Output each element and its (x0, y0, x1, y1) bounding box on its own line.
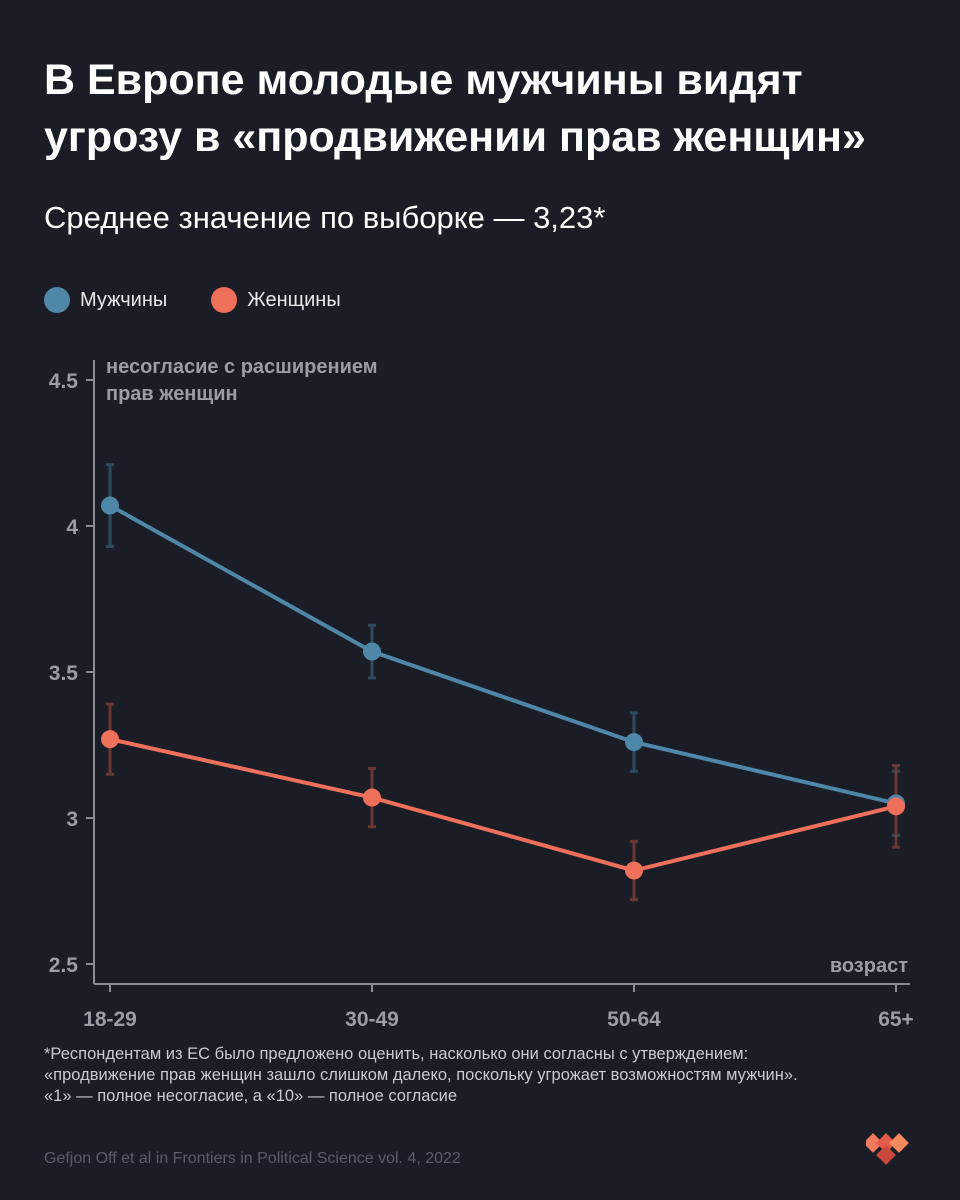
legend-marker-men (44, 287, 70, 313)
data-point-women (625, 861, 643, 880)
chart-axes (93, 360, 910, 985)
chart-subtitle: Среднее значение по выборке — 3,23* (44, 200, 606, 235)
brand-logo-icon (866, 1133, 909, 1165)
legend-item-women: Женщины (211, 287, 341, 313)
data-points (101, 496, 905, 880)
y-tick-label: 4 (66, 516, 78, 539)
x-tick-label: 65+ (878, 1008, 914, 1031)
legend-label-women: Женщины (247, 288, 341, 311)
y-tick-labels: 2.5 3 3.5 4 4.5 (49, 370, 94, 977)
y-tick-label: 3.5 (49, 662, 79, 685)
footnote: *Респондентам из ЕС было предложено оцен… (44, 1045, 798, 1105)
series-line-men (109, 503, 897, 806)
source-note: Gefjon Off et al in Frontiers in Politic… (44, 1150, 461, 1167)
y-tick-label: 4.5 (49, 370, 79, 393)
series-line-women (109, 737, 897, 873)
data-point-men (625, 733, 643, 752)
data-point-men (101, 496, 119, 515)
legend-marker-women (211, 287, 238, 313)
y-axis-label-line: несогласие с расширением (106, 356, 378, 378)
x-tick-label: 18-29 (83, 1008, 137, 1031)
x-tick-label: 50-64 (607, 1008, 661, 1031)
y-tick-label: 2.5 (49, 954, 79, 977)
chart-legend: Мужчины Женщины (44, 287, 385, 313)
y-axis-label: несогласие с расширением прав женщин (106, 356, 378, 405)
data-point-women (363, 788, 381, 807)
series-lines (109, 503, 897, 873)
data-point-women (101, 730, 119, 749)
y-tick-label: 3 (66, 808, 78, 831)
x-tick-labels: 18-29 30-49 50-64 65+ (83, 984, 914, 1031)
legend-item-men: Мужчины (44, 287, 167, 313)
axis-labels: несогласие с расширением прав женщин возра… (106, 356, 908, 977)
page-title: В Европе молодые мужчины видят угрозу в … (44, 56, 866, 161)
x-axis-label: возраст (830, 955, 908, 977)
legend-label-men: Мужчины (80, 288, 168, 311)
data-point-women (887, 797, 905, 816)
line-chart: 2.5 3 3.5 4 4.5 18-29 30-49 50-64 65+ несогласи… (49, 356, 914, 1031)
data-point-men (363, 642, 381, 661)
y-axis-label-line: прав женщин (106, 383, 238, 405)
x-tick-label: 30-49 (345, 1008, 399, 1031)
